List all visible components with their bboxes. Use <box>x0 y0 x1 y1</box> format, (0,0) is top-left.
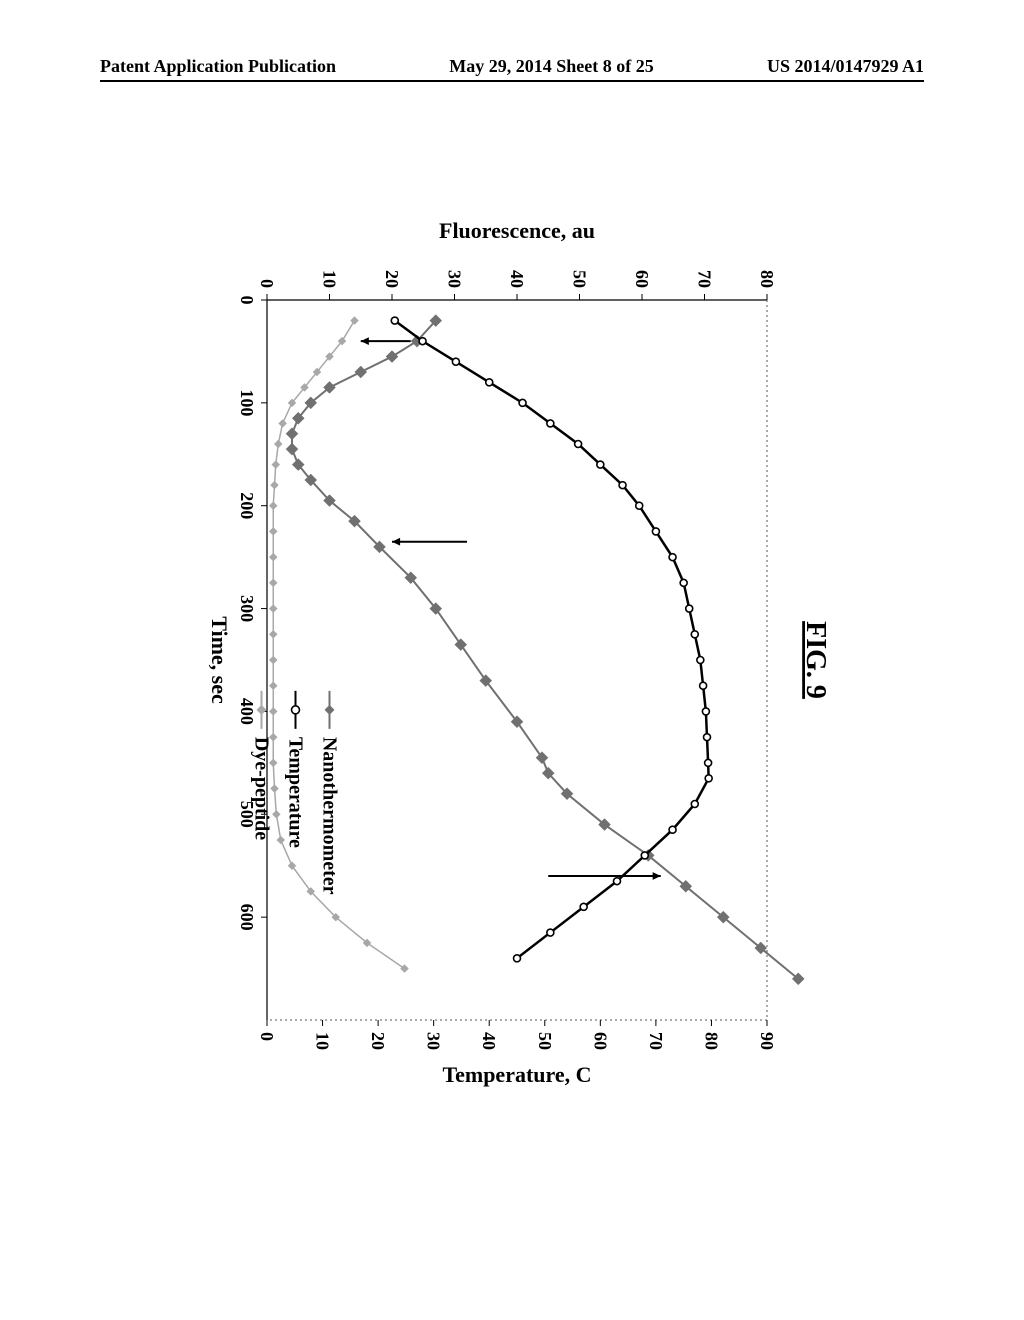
series-marker-temperature <box>700 682 707 689</box>
patent-header: Patent Application Publication May 29, 2… <box>0 56 1024 77</box>
series-marker-temperature <box>514 955 521 962</box>
series-marker-temperature <box>697 657 704 664</box>
series-marker-dye-peptide <box>274 440 282 448</box>
series-marker-temperature <box>614 878 621 885</box>
series-marker-temperature <box>702 708 709 715</box>
series-marker-dye-peptide <box>269 656 277 664</box>
series-marker-nanothermometer <box>355 366 367 378</box>
arrow-head <box>361 337 369 345</box>
y-left-tick-label: 40 <box>507 270 527 288</box>
y-left-tick-label: 50 <box>570 270 590 288</box>
series-marker-dye-peptide <box>269 605 277 613</box>
series-line-temperature <box>395 321 709 959</box>
series-marker-dye-peptide <box>269 682 277 690</box>
x-tick-label: 400 <box>237 698 257 725</box>
arrow-head <box>392 538 400 546</box>
series-marker-dye-peptide <box>351 317 359 325</box>
x-axis-title: Time, sec <box>207 616 232 704</box>
series-marker-temperature <box>547 929 554 936</box>
legend-label-temperature: Temperature <box>285 737 307 848</box>
series-marker-temperature <box>669 554 676 561</box>
y-left-tick-label: 0 <box>257 279 277 288</box>
y-left-tick-label: 20 <box>382 270 402 288</box>
series-marker-temperature <box>547 420 554 427</box>
series-marker-dye-peptide <box>279 419 287 427</box>
y-right-tick-label: 30 <box>424 1032 444 1050</box>
series-marker-temperature <box>636 502 643 509</box>
series-marker-temperature <box>619 482 626 489</box>
y-right-tick-label: 80 <box>701 1032 721 1050</box>
y-right-tick-label: 0 <box>257 1032 277 1041</box>
series-marker-dye-peptide <box>269 527 277 535</box>
series-marker-nanothermometer <box>286 428 298 440</box>
y-right-tick-label: 50 <box>535 1032 555 1050</box>
series-marker-temperature <box>691 631 698 638</box>
y-right-tick-label: 90 <box>757 1032 777 1050</box>
arrow-head <box>653 872 661 880</box>
y-left-axis-title: Fluorescence, au <box>439 218 595 243</box>
series-marker-temperature <box>391 317 398 324</box>
series-marker-temperature <box>452 358 459 365</box>
series-marker-dye-peptide <box>271 481 279 489</box>
series-marker-temperature <box>704 734 711 741</box>
series-marker-dye-peptide <box>272 810 280 818</box>
series-marker-dye-peptide <box>269 553 277 561</box>
x-tick-label: 0 <box>237 296 257 305</box>
y-right-tick-label: 40 <box>479 1032 499 1050</box>
x-tick-label: 300 <box>237 595 257 622</box>
series-marker-temperature <box>669 826 676 833</box>
series-marker-temperature <box>580 903 587 910</box>
series-marker-temperature <box>680 579 687 586</box>
x-tick-label: 200 <box>237 492 257 519</box>
header-center: May 29, 2014 Sheet 8 of 25 <box>449 56 653 77</box>
chart-svg: FIG. 90100200300400500600010203040506070… <box>187 210 837 1110</box>
header-left: Patent Application Publication <box>100 56 336 77</box>
series-marker-temperature <box>575 441 582 448</box>
series-marker-temperature <box>686 605 693 612</box>
series-marker-dye-peptide <box>269 579 277 587</box>
series-marker-dye-peptide <box>269 630 277 638</box>
header-rule <box>100 80 924 82</box>
y-left-tick-label: 70 <box>695 270 715 288</box>
series-marker-nanothermometer <box>455 639 467 651</box>
y-left-tick-label: 10 <box>320 270 340 288</box>
legend-label-dye-peptide: Dye-peptide <box>251 737 273 840</box>
series-marker-temperature <box>705 759 712 766</box>
figure-rotated-container: FIG. 90100200300400500600010203040506070… <box>187 210 837 1110</box>
series-marker-temperature <box>486 379 493 386</box>
series-marker-dye-peptide <box>272 461 280 469</box>
series-marker-dye-peptide <box>269 502 277 510</box>
x-tick-label: 600 <box>237 904 257 931</box>
y-right-tick-label: 60 <box>590 1032 610 1050</box>
y-left-tick-label: 60 <box>632 270 652 288</box>
y-right-tick-label: 20 <box>368 1032 388 1050</box>
series-marker-temperature <box>597 461 604 468</box>
series-marker-temperature <box>691 801 698 808</box>
y-left-tick-label: 80 <box>757 270 777 288</box>
figure-title: FIG. 9 <box>800 621 831 699</box>
legend-marker-dye-peptide <box>257 705 267 715</box>
series-marker-temperature <box>519 399 526 406</box>
y-right-tick-label: 10 <box>313 1032 333 1050</box>
series-marker-nanothermometer <box>286 443 298 455</box>
y-right-axis-title: Temperature, C <box>442 1062 591 1087</box>
y-right-tick-label: 70 <box>646 1032 666 1050</box>
series-marker-temperature <box>419 338 426 345</box>
series-marker-dye-peptide <box>269 707 277 715</box>
legend-label-nanothermometer: Nanothermometer <box>319 737 341 895</box>
series-marker-temperature <box>705 775 712 782</box>
page: Patent Application Publication May 29, 2… <box>0 0 1024 1320</box>
y-left-tick-label: 30 <box>445 270 465 288</box>
header-right: US 2014/0147929 A1 <box>767 56 924 77</box>
series-marker-temperature <box>641 852 648 859</box>
legend-marker-nanothermometer <box>325 705 335 715</box>
legend-marker-temperature <box>292 706 300 714</box>
series-marker-nanothermometer <box>536 752 548 764</box>
series-marker-nanothermometer <box>386 351 398 363</box>
x-tick-label: 100 <box>237 389 257 416</box>
series-marker-temperature <box>652 528 659 535</box>
